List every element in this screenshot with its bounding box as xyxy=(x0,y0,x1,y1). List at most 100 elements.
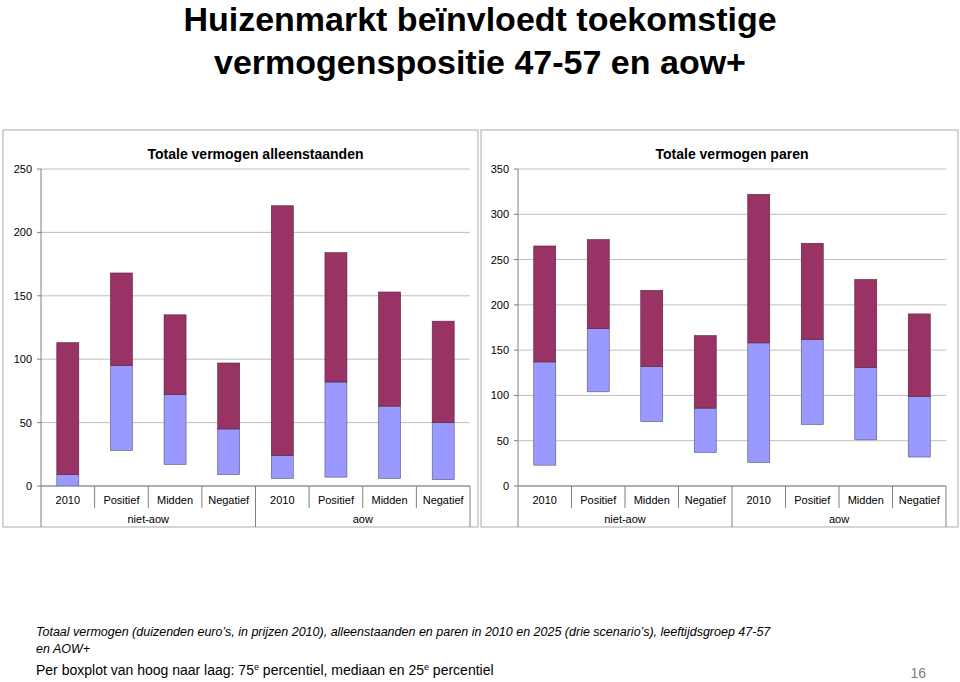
category-separator xyxy=(678,486,679,508)
box-lower xyxy=(855,367,877,439)
x-tick-label: Negatief xyxy=(423,494,465,506)
box-lower xyxy=(534,362,556,465)
box-upper xyxy=(641,290,663,366)
caption: en AOW+ xyxy=(36,642,90,656)
grid-line xyxy=(41,232,470,233)
category-separator xyxy=(571,486,572,508)
box-lower xyxy=(801,339,823,424)
box-upper xyxy=(801,243,823,339)
grid-line xyxy=(41,359,470,360)
caption-note: Per boxplot van hoog naar laag: 75e perc… xyxy=(36,662,494,678)
grid-line xyxy=(518,440,946,441)
x-tick-label: Midden xyxy=(848,494,884,506)
x-tick-label: Negatief xyxy=(899,494,941,506)
caption-note-part: percentiel xyxy=(429,662,494,678)
chart-frame xyxy=(481,130,958,527)
grid-line xyxy=(518,214,946,215)
tick-mark xyxy=(514,304,518,305)
tick-mark xyxy=(514,395,518,396)
category-separator xyxy=(362,486,363,508)
tick-mark xyxy=(37,486,41,487)
tick-mark xyxy=(37,232,41,233)
page-number: 16 xyxy=(910,665,926,681)
grid-line xyxy=(518,304,946,305)
y-tick-label: 100 xyxy=(491,389,509,401)
box-lower xyxy=(164,395,186,465)
caption-note-part: Per boxplot van hoog naar laag: 75 xyxy=(36,662,254,678)
box-lower xyxy=(271,456,293,479)
y-tick-label: 200 xyxy=(491,299,509,311)
category-separator xyxy=(518,486,519,527)
box-upper xyxy=(164,315,186,395)
tick-mark xyxy=(514,169,518,170)
box-upper xyxy=(379,292,401,406)
box-upper xyxy=(110,273,132,366)
x-tick-label: Negatief xyxy=(208,494,250,506)
grid-line xyxy=(41,422,470,423)
x-tick-label: Midden xyxy=(634,494,670,506)
y-tick-label: 250 xyxy=(14,163,32,175)
tick-mark xyxy=(514,259,518,260)
x-tick-label: Positief xyxy=(580,494,617,506)
y-tick-label: 0 xyxy=(503,480,509,492)
slide-title: vermogenspositie 47-57 en aow+ xyxy=(214,43,746,81)
box-upper xyxy=(271,206,293,456)
box-lower xyxy=(110,366,132,451)
tick-mark xyxy=(37,359,41,360)
x-tick-label: 2010 xyxy=(56,494,80,506)
category-separator xyxy=(148,486,149,508)
category-separator xyxy=(625,486,626,508)
tick-mark xyxy=(514,486,518,487)
box-upper xyxy=(855,279,877,367)
box-upper xyxy=(432,321,454,422)
x-tick-label: 2010 xyxy=(533,494,557,506)
category-separator xyxy=(416,486,417,508)
category-separator xyxy=(41,486,42,527)
x-tick-label: 2010 xyxy=(270,494,294,506)
x-tick-label: 2010 xyxy=(747,494,771,506)
group-label: aow xyxy=(353,513,373,525)
grid-line xyxy=(518,395,946,396)
chart-title: Totale vermogen alleenstaanden xyxy=(147,146,363,162)
box-lower xyxy=(218,429,240,475)
x-tick-label: Midden xyxy=(372,494,408,506)
category-separator xyxy=(255,486,256,527)
x-tick-label: Positief xyxy=(318,494,355,506)
box-lower xyxy=(587,328,609,391)
chart-frame xyxy=(3,130,478,527)
category-separator xyxy=(201,486,202,508)
group-label: niet-aow xyxy=(604,513,646,525)
tick-mark xyxy=(514,440,518,441)
y-tick-label: 0 xyxy=(26,480,32,492)
x-tick-label: Midden xyxy=(157,494,193,506)
caption-note-part: percentiel, mediaan en 25 xyxy=(259,662,424,678)
y-tick-label: 50 xyxy=(20,417,32,429)
y-tick-label: 50 xyxy=(497,435,509,447)
y-tick-label: 350 xyxy=(491,163,509,175)
box-lower xyxy=(694,408,716,452)
category-separator xyxy=(839,486,840,508)
group-label: aow xyxy=(829,513,849,525)
box-upper xyxy=(587,240,609,329)
box-upper xyxy=(748,194,770,343)
box-upper xyxy=(534,246,556,362)
y-tick-label: 300 xyxy=(491,208,509,220)
tick-mark xyxy=(37,169,41,170)
y-axis xyxy=(518,169,519,486)
grid-line xyxy=(518,169,946,170)
tick-mark xyxy=(514,214,518,215)
category-separator xyxy=(785,486,786,508)
box-upper xyxy=(908,314,930,396)
box-lower xyxy=(379,406,401,478)
box-upper xyxy=(694,336,716,408)
box-upper xyxy=(325,253,347,382)
category-separator xyxy=(470,486,471,527)
box-upper xyxy=(218,363,240,429)
tick-mark xyxy=(37,422,41,423)
slide: Huizenmarkt beïnvloedt toekomstigevermog… xyxy=(0,0,960,682)
y-tick-label: 150 xyxy=(491,344,509,356)
grid-line xyxy=(518,259,946,260)
boxes xyxy=(57,206,454,486)
category-separator xyxy=(732,486,733,527)
y-tick-label: 150 xyxy=(14,290,32,302)
